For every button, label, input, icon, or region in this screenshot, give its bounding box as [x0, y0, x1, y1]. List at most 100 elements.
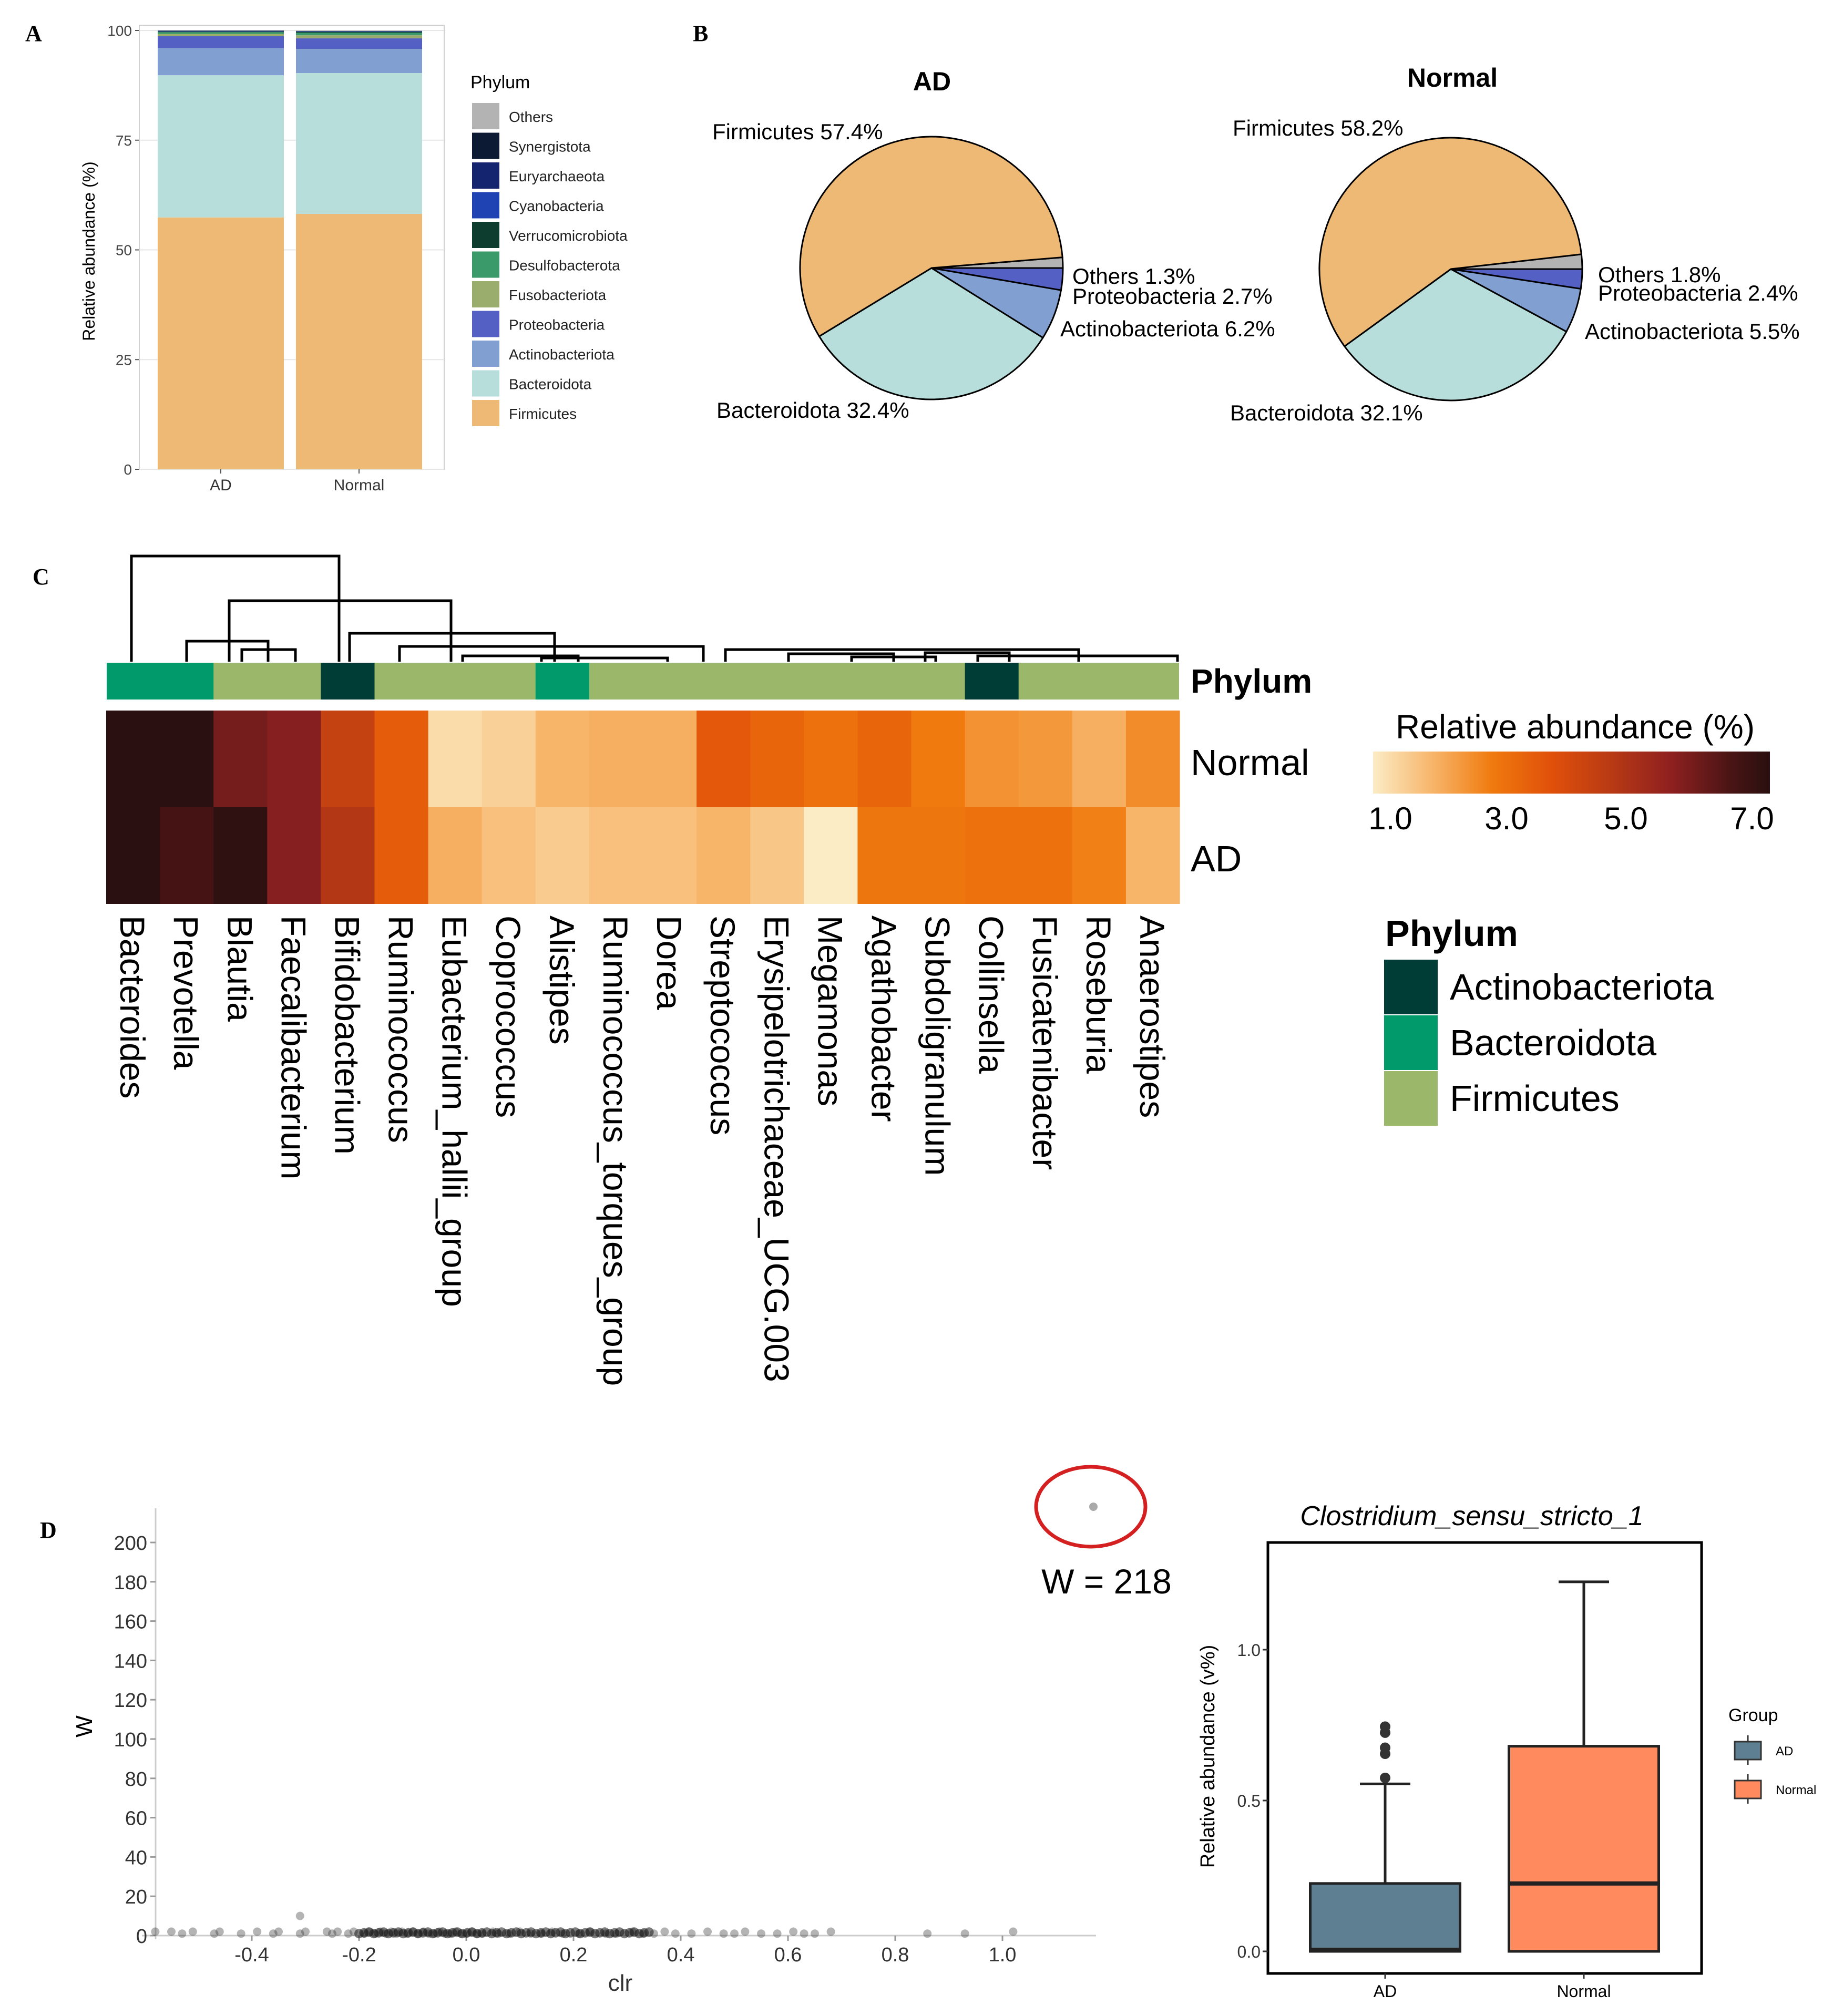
genus-label: Dorea: [650, 916, 689, 1010]
heatmap-cell: [213, 711, 268, 807]
heatmap-cell: [857, 807, 912, 904]
phylum-legend-swatch: [1384, 1015, 1438, 1070]
data-point: [644, 1927, 654, 1937]
stacked-bar-chart: 0 25 50 75 100 AD Normal Relative abundance (…: [79, 23, 628, 494]
x-tick-label: 0.8: [882, 1944, 909, 1966]
bar-segment-verrucomicrobiota: [296, 32, 422, 33]
phylum-legend-label: Actinobacteriota: [1450, 966, 1714, 1007]
phylum-annotation-cell: [804, 662, 858, 700]
bar-segment-fusobacteriota: [158, 34, 284, 36]
bar-segment-actinobacteriota: [296, 49, 422, 73]
genus-label: Anaerostipes: [1133, 916, 1172, 1118]
phylum-annotation-cell: [697, 662, 751, 700]
heatmap-cell: [804, 711, 858, 807]
heatmap-cell: [1018, 807, 1073, 904]
data-point: [344, 1929, 353, 1938]
dendrogram: [130, 554, 1179, 662]
phylum-annotation-cell: [428, 662, 483, 700]
pie-label-proteobacteria: Proteobacteria 2.4%: [1598, 281, 1798, 305]
phylum-annotation-cell: [589, 662, 643, 700]
legend-label: Fusobacteriota: [509, 287, 607, 303]
phylum-annotation-cell: [1018, 662, 1073, 700]
genus-label: Eubacterium_hallii_group: [435, 916, 474, 1307]
y-tick-label: 60: [125, 1808, 147, 1830]
x-axis-label: clr: [608, 1970, 632, 1996]
heatmap-cell: [643, 807, 697, 904]
x-tick-label: 0.6: [774, 1944, 802, 1966]
heatmap-cell: [213, 807, 268, 904]
phylum-annotation-cell: [535, 662, 590, 700]
bar-segment-actinobacteriota: [158, 48, 284, 76]
legend-label: Others: [509, 109, 553, 125]
box-ad: [1309, 1882, 1461, 1953]
phylum-annotation-cell: [965, 662, 1019, 700]
phylum-annotation-cell: [374, 662, 429, 700]
pie-title: Normal: [1407, 63, 1498, 92]
pie-slice-bacteroidota: [818, 267, 1044, 400]
phylum-legend-label: Bacteroidota: [1450, 1022, 1656, 1063]
pie-charts: AD Others 1.3%Proteobacteria 2.7% Actinoba…: [712, 63, 1800, 425]
heatmap-cell: [697, 807, 751, 904]
y-tick-label: 200: [114, 1532, 147, 1555]
legend-label: AD: [1776, 1744, 1793, 1758]
data-point: [703, 1927, 712, 1936]
panel-label-c: C: [33, 564, 49, 590]
heatmap-cell: [321, 711, 375, 807]
data-point: [730, 1929, 739, 1938]
x-tick-label: 0.2: [560, 1944, 588, 1966]
y-tick-label: 0.5: [1237, 1792, 1261, 1811]
phylum-annotation-cell: [911, 662, 966, 700]
heatmap-cell: [589, 807, 643, 904]
data-point: [741, 1927, 750, 1936]
y-tick-label: 0.0: [1237, 1942, 1261, 1961]
genus-label: Subdoligranulum: [918, 916, 957, 1176]
pie-label-actinobacteriota: Actinobacteriota 5.5%: [1585, 319, 1800, 344]
data-point: [328, 1929, 336, 1938]
colorbar-tick-label: 7.0: [1730, 801, 1774, 836]
bar-segment-cyanobacteria: [158, 30, 284, 32]
heatmap-cell: [911, 711, 966, 807]
legend-label: Synergistota: [509, 139, 591, 155]
bar-segment-fusobacteriota: [296, 35, 422, 39]
data-point: [295, 1911, 304, 1920]
legend-label: Normal: [1776, 1783, 1816, 1797]
heatmap-cell: [535, 711, 590, 807]
legend-label: Firmicutes: [509, 406, 577, 422]
heatmap-cell: [428, 711, 483, 807]
genus-label: Alistipes: [542, 916, 581, 1045]
data-point: [960, 1929, 969, 1938]
heatmap-cell: [1072, 807, 1127, 904]
genus-label: Collinsella: [972, 916, 1011, 1074]
data-point: [687, 1929, 696, 1938]
legend-swatch: [472, 162, 499, 189]
x-tick-label: AD: [1374, 1982, 1397, 2001]
y-tick-label: 100: [114, 1729, 147, 1751]
legend-swatch: [472, 281, 499, 307]
data-point: [253, 1927, 262, 1936]
pie-label-proteobacteria: Proteobacteria 2.7%: [1072, 284, 1273, 308]
heatmap-cell: [482, 807, 536, 904]
bar-segment-verrucomicrobiota: [158, 31, 284, 33]
x-tick-label: -0.2: [342, 1944, 376, 1966]
x-tick-label: Normal: [334, 477, 385, 494]
colorbar-tick-label: 3.0: [1484, 801, 1528, 836]
pie-slice-firmicutes: [1318, 137, 1583, 348]
data-point: [773, 1929, 782, 1938]
x-tick-label: Normal: [1556, 1982, 1611, 2001]
legend-swatch: [472, 341, 499, 367]
phylum-legend-swatch: [1384, 1071, 1438, 1126]
data-point: [151, 1927, 160, 1936]
genus-label: Ruminococcus_torques_group: [596, 916, 635, 1386]
legend-swatch: [472, 400, 499, 426]
phylum-annotation-cell: [857, 662, 912, 700]
phylum-legend-title: Phylum: [1385, 913, 1518, 954]
pie-label-firmicutes: Firmicutes 57.4%: [712, 119, 883, 144]
y-axis-label: Relative abundance (%): [79, 161, 98, 341]
row-label-ad: AD: [1191, 838, 1242, 879]
x-tick-label: 0.4: [667, 1944, 695, 1966]
heatmap-cell: [643, 711, 697, 807]
phylum-legend-label: Firmicutes: [1450, 1078, 1620, 1119]
data-point: [322, 1927, 331, 1936]
pie-label-actinobacteriota: Actinobacteriota 6.2%: [1060, 316, 1275, 341]
